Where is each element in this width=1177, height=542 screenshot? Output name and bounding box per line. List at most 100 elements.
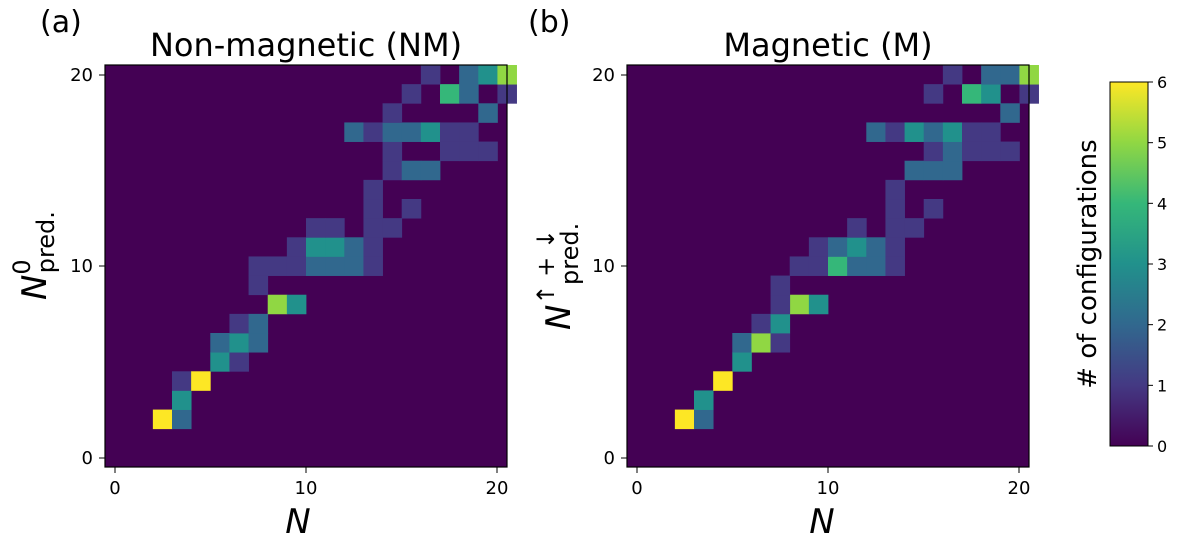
heatmap-cell: [808, 294, 829, 315]
x-tick-label-a-0: 0: [109, 478, 120, 499]
heatmap-cell: [732, 333, 752, 353]
heatmap-cell: [808, 237, 829, 257]
colorbar-tick-label: 3: [1157, 255, 1167, 274]
heatmap-cell: [459, 84, 479, 104]
heatmap-cell: [344, 256, 364, 276]
x-tick-label-b-0: 0: [631, 478, 642, 499]
heatmap-cell: [866, 122, 886, 142]
y-axis-b: 0 10 20 N↑ + ↓pred.: [532, 65, 627, 469]
y-axis-label-a-main: N: [15, 275, 55, 300]
heatmap-cell: [713, 371, 733, 391]
y-axis-label-b-sup: ↑ + ↓: [532, 229, 560, 305]
x-axis-b: 0 10 20 N: [631, 467, 1030, 542]
heatmap-cell: [866, 256, 886, 276]
heatmap-cell: [401, 199, 422, 219]
panel-b-label: (b): [528, 5, 570, 40]
heatmap-cell: [962, 122, 982, 142]
heatmap-cells-a: [105, 65, 517, 467]
x-axis-a: 0 10 20 N: [109, 467, 508, 542]
y-tick-label-a-0: 0: [82, 448, 93, 469]
heatmap-cell: [962, 141, 982, 162]
y-tick-label-b-20: 20: [592, 65, 615, 86]
heatmap-cell: [363, 122, 383, 142]
x-axis-label-a: N: [285, 502, 310, 542]
y-axis-label-b: N↑ + ↓pred.: [532, 223, 584, 330]
heatmap-cell: [770, 294, 791, 315]
heatmap-cell: [478, 141, 498, 162]
heatmap-cell: [694, 409, 714, 430]
heatmap-cell: [440, 84, 460, 104]
heatmap-cell: [808, 256, 829, 276]
heatmap-cell: [789, 294, 810, 315]
heatmap-cell: [229, 333, 249, 353]
x-tick-label-b-10: 10: [817, 478, 840, 499]
heatmap-cell: [267, 294, 288, 315]
heatmap-cell: [440, 122, 460, 142]
heatmap-cell: [674, 409, 695, 430]
heatmap-cell: [191, 371, 211, 391]
x-axis-label-b: N: [809, 502, 834, 542]
heatmap-cell: [420, 65, 441, 85]
heatmap-cell: [286, 237, 307, 257]
heatmap-cell: [325, 256, 345, 276]
panel-a-label: (a): [40, 5, 82, 40]
heatmap-cell: [172, 409, 192, 430]
heatmap-cell: [885, 199, 905, 219]
heatmap-cell: [828, 237, 848, 257]
colorbar-ticks: 0 1 2 3 4 5 6: [1148, 73, 1167, 456]
heatmap-cell: [344, 122, 364, 142]
heatmap-cell: [363, 237, 383, 257]
heatmap-cell: [306, 237, 326, 257]
heatmap-cell: [981, 84, 1001, 104]
heatmap-cell: [847, 237, 867, 257]
heatmap-cell: [1000, 103, 1020, 123]
heatmap-cell: [942, 141, 963, 162]
heatmap-cell: [248, 313, 269, 334]
heatmap-cell: [847, 218, 867, 238]
heatmap-cell: [942, 65, 963, 85]
heatmap-cell: [152, 409, 173, 430]
heatmap-cell: [981, 65, 1001, 85]
heatmap-cell: [694, 390, 714, 410]
colorbar-tick-label: 0: [1157, 437, 1167, 456]
heatmap-cell: [923, 141, 944, 162]
heatmap-cell: [420, 160, 441, 181]
heatmap-cell: [732, 352, 752, 372]
x-tick-label-a-20: 20: [486, 478, 509, 499]
panel-b: (b) Magnetic (M) 0 10 20 N 0 10 20 N↑ + …: [528, 5, 1039, 542]
y-axis-label-a-sup: 0: [8, 259, 36, 274]
y-tick-label-b-0: 0: [604, 448, 615, 469]
heatmap-cell: [962, 84, 982, 104]
y-axis-label-a-sub: pred.: [32, 211, 60, 273]
heatmap-cell: [847, 256, 867, 276]
heatmap-cell: [248, 333, 269, 353]
heatmap-cell: [459, 141, 479, 162]
panel-b-title: Magnetic (M): [723, 26, 932, 64]
heatmap-cell: [325, 218, 345, 238]
heatmap-cell: [382, 160, 403, 181]
heatmap-cell: [172, 390, 192, 410]
heatmap-cell: [885, 122, 905, 142]
heatmap-cell: [885, 256, 905, 276]
heatmap-cell: [363, 218, 383, 238]
colorbar-tick-label: 2: [1157, 316, 1167, 335]
heatmap-cell: [382, 103, 403, 123]
heatmap-cell: [401, 122, 422, 142]
heatmap-cell: [770, 313, 791, 334]
colorbar-tick-label: 1: [1157, 376, 1167, 395]
heatmap-cell: [267, 256, 288, 276]
heatmap-cell: [885, 179, 905, 200]
heatmap-cell: [172, 371, 192, 391]
heatmap-cell: [770, 333, 791, 353]
heatmap-cell: [382, 122, 403, 142]
heatmap-cell: [789, 256, 810, 276]
heatmap-cell: [751, 313, 771, 334]
heatmap-cell: [942, 160, 963, 181]
heatmap-cell: [306, 218, 326, 238]
heatmap-cell: [306, 256, 326, 276]
heatmap-cell: [866, 237, 886, 257]
panel-a-title: Non-magnetic (NM): [150, 26, 462, 64]
heatmap-cell: [440, 141, 460, 162]
heatmap-cell: [885, 218, 905, 238]
